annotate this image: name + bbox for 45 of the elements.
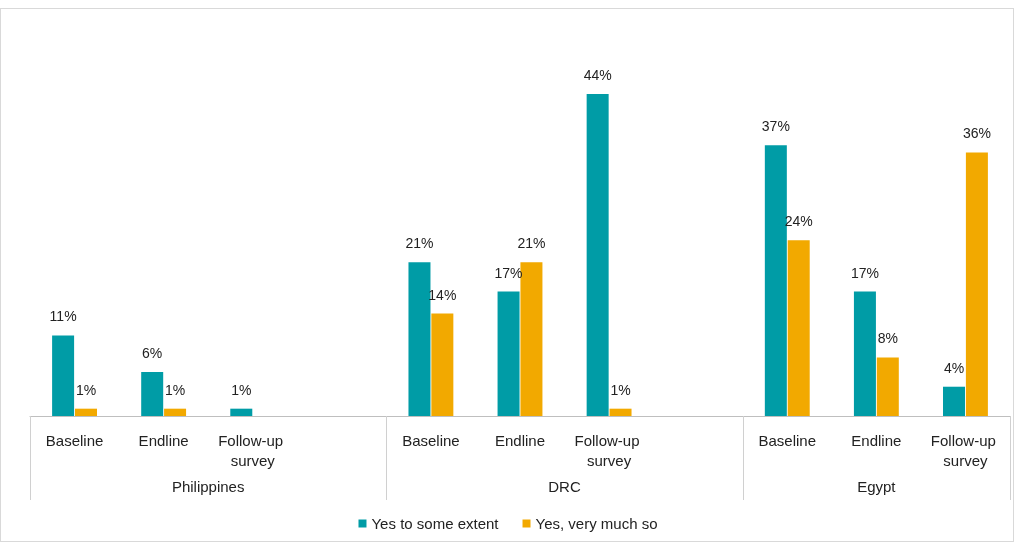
data-label: 1% [75,381,97,398]
bar [764,145,787,416]
data-label: 44% [583,66,612,83]
bar [164,408,187,416]
bar [586,93,609,416]
x-tick-label: Baseline [45,431,104,449]
data-label: 11% [49,308,77,325]
x-tick-label: Endline [851,431,902,449]
data-label: 8% [877,330,898,347]
bar [52,335,75,416]
bar [141,372,164,416]
bar [943,386,966,416]
x-tick-label: Baseline [758,431,817,449]
x-tick-label: Endline [494,431,546,449]
data-label: 6% [142,345,163,362]
data-label: 21% [405,235,434,252]
bar [876,357,899,416]
x-tick-label: Baseline [402,431,460,449]
text: Philippines [171,478,245,495]
bar [74,408,97,416]
x-tick-label: Follow-up survey [930,431,1001,469]
data-label: 1% [610,381,631,398]
bar [609,408,632,416]
text: DRC [548,478,581,495]
bar [965,152,988,416]
data-label: 4% [943,359,965,376]
data-label: 1% [164,381,186,398]
bar [497,291,520,416]
bar [520,262,543,416]
legend-label: Yes, very much so [535,515,658,532]
x-tick-label: Endline [138,431,189,449]
x-tick-label: Follow-up survey [574,431,644,469]
data-label: 21% [517,235,546,252]
data-label: 36% [962,125,991,142]
bar [230,408,253,416]
text: Egypt [857,478,896,495]
x-tick-label: Follow-up survey [218,431,288,469]
bar [408,262,431,416]
bar [853,291,876,416]
data-label: 1% [231,381,252,398]
data-label: 17% [850,264,879,281]
data-label: 37% [761,118,790,135]
bar [431,313,454,416]
bar [787,240,810,416]
legend-label: Yes to some extent [371,515,500,532]
